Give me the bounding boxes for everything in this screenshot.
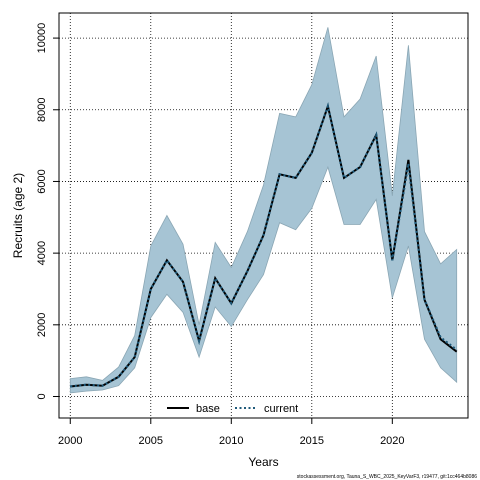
x-axis-label: Years <box>248 455 278 469</box>
y-axis-label: Recruits (age 2) <box>11 173 25 258</box>
band-area <box>69 27 458 394</box>
y-tick-label: 10000 <box>36 23 48 54</box>
x-tick-label: 2020 <box>380 435 404 447</box>
legend-label-current: current <box>264 403 298 415</box>
axes: 2000 2005 2010 2015 2020 0 2000 4000 6000 8000 100… <box>36 23 405 447</box>
x-tick-label: 2000 <box>58 435 82 447</box>
y-tick-label: 6000 <box>36 169 48 193</box>
y-tick-label: 2000 <box>36 313 48 337</box>
plot-frame <box>58 12 469 419</box>
legend-label-base: base <box>196 403 220 415</box>
series-line-current <box>70 102 458 388</box>
y-tick-label: 4000 <box>36 241 48 265</box>
series-lines <box>70 102 458 388</box>
x-tick-label: 2005 <box>139 435 163 447</box>
confidence-band <box>69 27 458 394</box>
x-tick-label: 2015 <box>300 435 324 447</box>
legend: base current <box>167 403 298 415</box>
y-tick-label: 0 <box>36 393 48 399</box>
x-tick-label: 2010 <box>219 435 243 447</box>
footnote: stockassessment.org, Tauna_S_WBC_2025_Ke… <box>297 474 477 480</box>
y-tick-label: 8000 <box>36 98 48 122</box>
